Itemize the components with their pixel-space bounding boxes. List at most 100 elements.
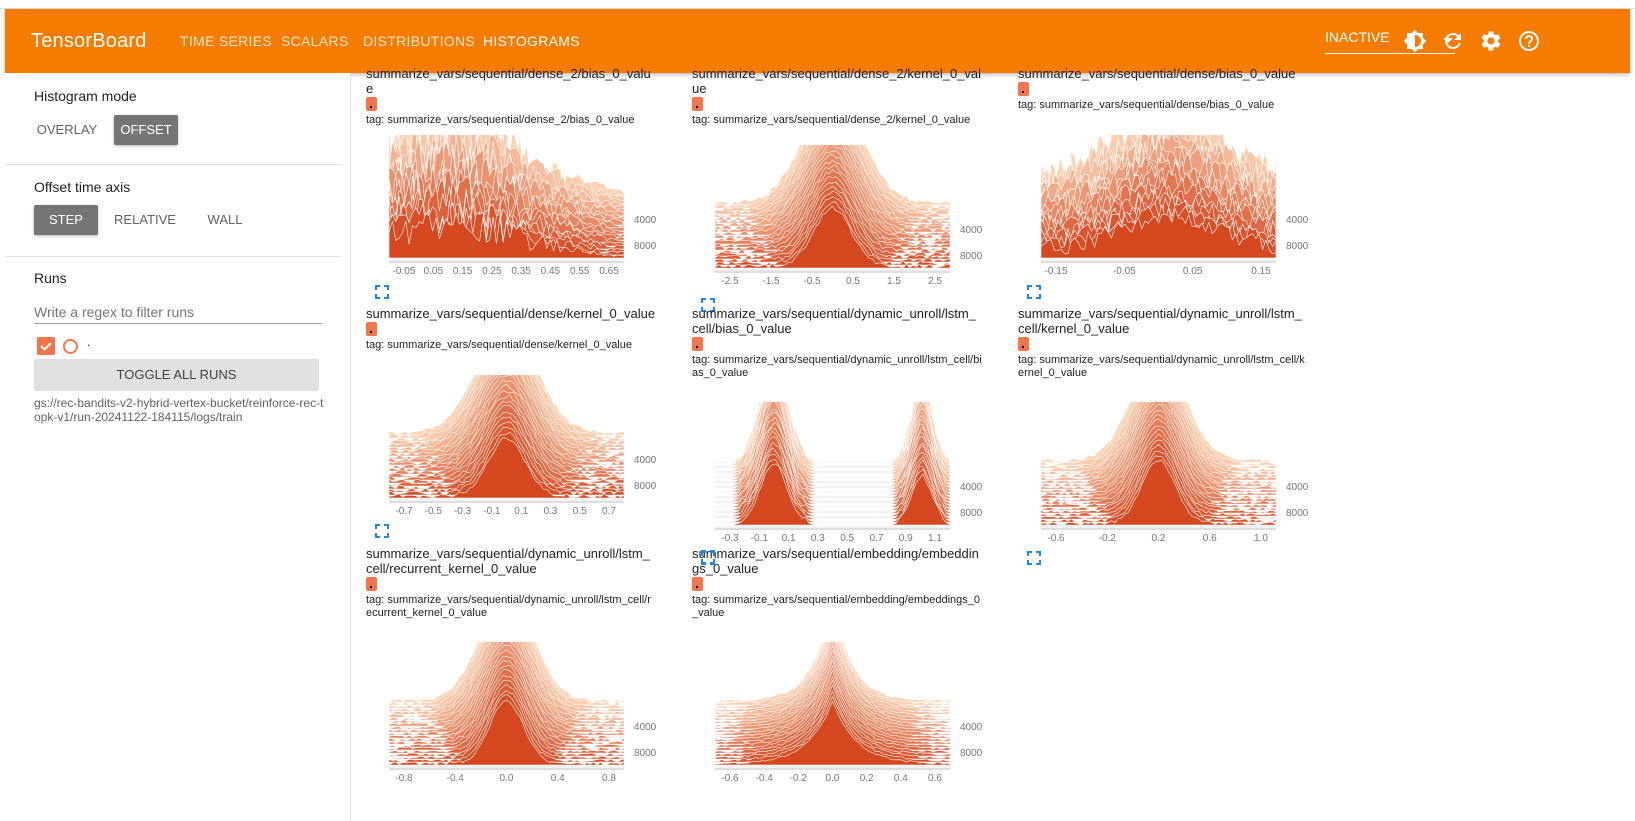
sidebar: Histogram mode OVERLAY OFFSET Offset tim…	[5, 73, 351, 821]
x-tick-label: -0.2	[790, 773, 808, 782]
card-title: summarize_vars/sequential/embedding/embe…	[692, 546, 979, 576]
overlay-button[interactable]: OVERLAY	[36, 122, 98, 137]
histogram-series	[1040, 460, 1277, 526]
card-tag: tag: summarize_vars/sequential/dense_2/b…	[366, 114, 635, 126]
x-tick-label: 0.55	[570, 266, 590, 275]
help-icon[interactable]	[1517, 29, 1541, 53]
card-tag: tag: summarize_vars/sequential/dynamic_u…	[692, 354, 982, 379]
fullscreen-icon[interactable]	[375, 285, 389, 299]
tab-time-series[interactable]: TIME SERIES	[180, 33, 272, 49]
y-tick-label: 4000	[634, 455, 656, 466]
fullscreen-icon[interactable]	[701, 551, 715, 565]
histogram-series	[714, 700, 951, 766]
card-title: summarize_vars/sequential/dynamic_unroll…	[1018, 306, 1302, 336]
histogram-mode-section: Histogram mode OVERLAY OFFSET	[5, 73, 340, 165]
x-tick-label: 0.7	[602, 506, 616, 515]
histogram-chart: -0.15 -0.05 0.05 0.15 4000 8000	[1040, 135, 1308, 275]
histogram-chart: -0.8 -0.4 0.0 0.4 0.8 4000 8000	[388, 642, 656, 782]
x-tick-label: -0.2	[1099, 533, 1117, 542]
brightness-icon[interactable]	[1403, 29, 1427, 53]
histogram-card: summarize_vars/sequential/embedding/embe…	[692, 546, 982, 620]
app-brand[interactable]: TensorBoard	[31, 30, 147, 52]
card-tag: tag: summarize_vars/sequential/dense/bia…	[1018, 99, 1275, 111]
checkmark-icon	[40, 342, 52, 351]
histogram-card: summarize_vars/sequential/dynamic_unroll…	[692, 306, 982, 380]
x-tick-label: 0.6	[928, 773, 942, 782]
x-tick-label: -0.5	[425, 506, 443, 515]
x-tick-label: -0.05	[1113, 266, 1136, 275]
run-color-swatch	[366, 322, 377, 336]
x-tick-label: 0.5	[846, 276, 860, 285]
y-tick-label: 4000	[960, 722, 982, 733]
x-tick-label: 0.05	[424, 266, 444, 275]
y-tick-label: 4000	[960, 225, 982, 236]
run-filter-input[interactable]	[34, 301, 322, 324]
y-tick-label: 8000	[634, 481, 656, 492]
fullscreen-icon[interactable]	[375, 524, 389, 538]
wall-button[interactable]: WALL	[207, 212, 243, 227]
run-color-radio[interactable]	[63, 339, 78, 354]
run-color-swatch	[692, 337, 703, 351]
fullscreen-icon[interactable]	[1027, 285, 1041, 299]
card-tag: tag: summarize_vars/sequential/dense/ker…	[366, 339, 632, 351]
x-tick-label: 0.15	[453, 266, 473, 275]
offset-axis-title: Offset time axis	[34, 179, 131, 195]
x-tick-label: 1.5	[887, 276, 901, 285]
histogram-chart: -0.3 -0.1 0.1 0.3 0.5 0.7 0.9 1.1 4000 8000	[715, 402, 982, 542]
x-tick-label: -0.05	[393, 266, 416, 275]
run-color-swatch	[1018, 337, 1029, 351]
x-tick-label: -0.1	[751, 533, 769, 542]
card-tag: tag: summarize_vars/sequential/dynamic_u…	[366, 594, 651, 619]
y-tick-label: 8000	[1286, 241, 1308, 252]
x-tick-label: 0.8	[602, 773, 616, 782]
y-tick-label: 8000	[634, 241, 656, 252]
reload-status-select[interactable]: INACTIVE	[1325, 27, 1455, 54]
y-tick-label: 8000	[960, 508, 982, 519]
x-tick-label: 0.0	[500, 773, 514, 782]
y-tick-label: 4000	[1286, 215, 1308, 226]
histogram-chart: -0.6 -0.2 0.2 0.6 1.0 4000 8000	[1040, 402, 1308, 542]
histogram-chart: -0.05 0.05 0.15 0.25 0.35 0.45 0.55 0.65 4000 800…	[388, 135, 656, 275]
x-tick-label: -2.5	[721, 276, 739, 285]
run-path-label: gs://rec-bandits-v2-hybrid-vertex-bucket…	[34, 396, 324, 424]
x-tick-label: 1.1	[928, 533, 942, 542]
run-color-swatch	[692, 97, 703, 111]
y-tick-label: 8000	[960, 748, 982, 759]
step-button[interactable]: STEP	[34, 205, 98, 235]
y-tick-label: 4000	[634, 722, 656, 733]
fullscreen-icon[interactable]	[701, 298, 715, 312]
offset-button[interactable]: OFFSET	[114, 115, 178, 145]
x-tick-label: -0.4	[447, 773, 465, 782]
run-color-swatch	[1018, 82, 1029, 96]
y-tick-label: 8000	[960, 251, 982, 262]
y-tick-label: 4000	[1286, 482, 1308, 493]
x-tick-label: -0.3	[721, 533, 739, 542]
x-tick-label: -0.15	[1045, 266, 1068, 275]
card-tag: tag: summarize_vars/sequential/dynamic_u…	[1018, 354, 1305, 379]
x-tick-label: 0.7	[869, 533, 883, 542]
x-tick-label: 0.9	[899, 533, 913, 542]
histogram-series	[388, 436, 625, 499]
tab-distributions[interactable]: DISTRIBUTIONS	[363, 33, 476, 49]
histogram-card: summarize_vars/sequential/dynamic_unroll…	[366, 546, 656, 620]
x-tick-label: -0.3	[454, 506, 472, 515]
refresh-icon[interactable]	[1441, 29, 1465, 53]
tab-scalars[interactable]: SCALARS	[281, 33, 349, 49]
histogram-series	[388, 212, 625, 259]
card-title: summarize_vars/sequential/dynamic_unroll…	[692, 306, 976, 336]
x-tick-label: -0.6	[1047, 533, 1065, 542]
tab-histograms[interactable]: HISTOGRAMS	[483, 33, 580, 49]
run-checkbox[interactable]	[37, 337, 55, 355]
relative-button[interactable]: RELATIVE	[114, 212, 176, 227]
x-tick-label: 0.2	[860, 773, 874, 782]
x-tick-label: 1.0	[1254, 533, 1268, 542]
histogram-chart: -0.6 -0.4 -0.2 0.0 0.2 0.4 0.6 4000 8000	[714, 642, 982, 782]
toggle-all-runs-button[interactable]: TOGGLE ALL RUNS	[34, 359, 319, 391]
histogram-series	[388, 699, 625, 766]
x-tick-label: -0.5	[803, 276, 821, 285]
x-tick-label: 0.0	[826, 773, 840, 782]
settings-icon[interactable]	[1479, 29, 1503, 53]
fullscreen-icon[interactable]	[1027, 551, 1041, 565]
run-color-swatch	[366, 97, 377, 111]
card-title: summarize_vars/sequential/dense/bias_0_v…	[1018, 66, 1296, 81]
